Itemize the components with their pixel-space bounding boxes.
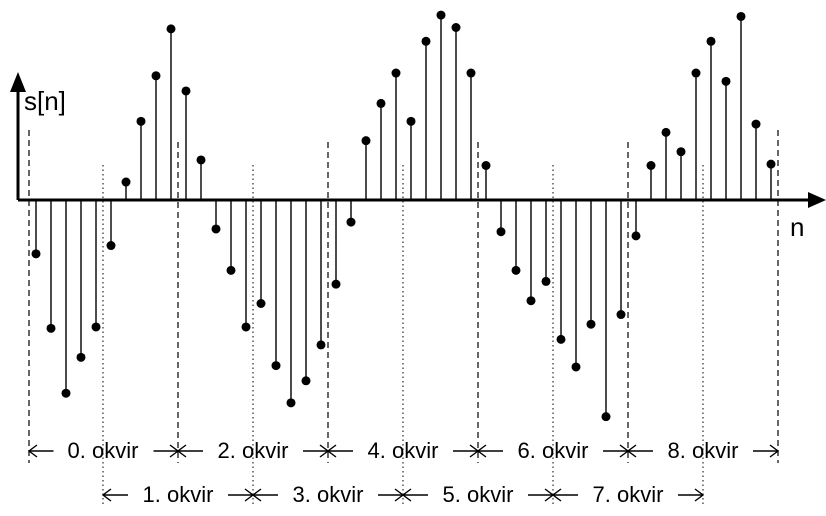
- stems: [31, 10, 776, 422]
- stem-point: [691, 68, 701, 78]
- frame-label-2: 2. okvir: [218, 438, 289, 463]
- frame-spans-top: 0. okvir 2. okvir 4. okvir 6. okvir 8. o…: [27, 438, 780, 463]
- stem-point: [721, 76, 731, 86]
- y-axis-arrowhead: [10, 72, 26, 92]
- stem-point: [181, 86, 191, 96]
- stem-point: [76, 352, 86, 362]
- stem-point: [406, 116, 416, 126]
- stem-point: [271, 361, 281, 371]
- stem-point: [106, 241, 116, 251]
- stem-point: [526, 296, 536, 306]
- stem-point: [676, 147, 686, 157]
- frame-label-1: 1. okvir: [143, 482, 214, 507]
- stem-point: [421, 36, 431, 46]
- x-axis-label: n: [790, 212, 804, 242]
- stem-point: [121, 177, 131, 187]
- frame-label-8: 8. okvir: [668, 438, 739, 463]
- stem-point: [631, 231, 641, 241]
- stem-point: [586, 319, 596, 329]
- stem-point: [241, 322, 251, 332]
- stem-point: [46, 323, 56, 333]
- arrowhead-left: [176, 444, 187, 458]
- stem-point: [391, 68, 401, 78]
- arrowhead-left: [476, 444, 487, 458]
- arrowhead-left: [101, 488, 112, 502]
- frame-label-0: 0. okvir: [68, 438, 139, 463]
- stem-point: [436, 10, 446, 20]
- y-axis-label: s[n]: [24, 86, 66, 116]
- stem-point: [466, 68, 476, 78]
- arrowhead-left: [27, 444, 38, 458]
- stem-point: [91, 322, 101, 332]
- stem-point: [331, 279, 341, 289]
- stem-point: [736, 11, 746, 21]
- stem-point: [256, 299, 266, 308]
- arrowhead-left: [626, 444, 637, 458]
- stem-point: [346, 217, 356, 227]
- stem-point: [496, 227, 506, 237]
- stem-point: [751, 119, 761, 129]
- arrowhead-left: [326, 444, 337, 458]
- stem-point: [226, 265, 236, 275]
- stem-point: [646, 161, 656, 170]
- arrowhead-left: [551, 488, 562, 502]
- stem-point: [451, 23, 461, 32]
- stem-point: [286, 398, 296, 408]
- stem-point: [361, 136, 371, 146]
- stem-point: [31, 249, 41, 259]
- stem-point: [136, 116, 146, 126]
- arrowhead-left: [401, 488, 412, 502]
- arrowhead-right: [694, 488, 705, 502]
- stem-point: [376, 98, 386, 108]
- stem-point: [661, 127, 671, 137]
- axes: s[n] n: [10, 72, 826, 242]
- x-axis-arrowhead: [808, 192, 826, 208]
- stem-point: [316, 340, 326, 350]
- arrowhead-right: [769, 444, 780, 458]
- frame-label-6: 6. okvir: [518, 438, 589, 463]
- frame-span-arrows-bottom: [101, 488, 705, 502]
- stem-point: [196, 155, 206, 165]
- frame-boundaries-even: [28, 130, 779, 463]
- frame-label-7: 7. okvir: [593, 482, 664, 507]
- frame-label-5: 5. okvir: [443, 482, 514, 507]
- stem-point: [601, 412, 611, 422]
- stem-point: [556, 334, 566, 344]
- stem-point: [166, 24, 176, 34]
- stem-point: [211, 224, 221, 234]
- stem-point: [541, 276, 551, 286]
- stem-point: [511, 265, 521, 275]
- stem-point: [766, 159, 776, 169]
- frame-spans-bottom: 1. okvir 3. okvir 5. okvir 7. okvir: [101, 482, 705, 507]
- arrowhead-left: [251, 488, 262, 502]
- stem-point: [61, 388, 71, 398]
- stem-point: [481, 161, 491, 170]
- frame-label-4: 4. okvir: [368, 438, 439, 463]
- stem-point: [301, 376, 311, 386]
- frame-span-arrows-top: [27, 444, 780, 458]
- stem-point: [616, 310, 626, 320]
- stem-point: [571, 362, 581, 372]
- stem-point: [151, 71, 161, 81]
- stem-point: [706, 36, 716, 46]
- frame-label-3: 3. okvir: [293, 482, 364, 507]
